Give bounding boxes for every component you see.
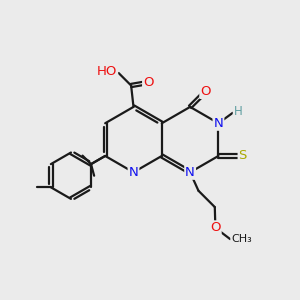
Text: H: H: [234, 105, 242, 118]
Text: N: N: [185, 166, 195, 179]
Text: O: O: [210, 221, 220, 234]
Text: N: N: [129, 166, 138, 179]
Text: HO: HO: [97, 65, 117, 78]
Text: O: O: [200, 85, 211, 98]
Text: O: O: [143, 76, 154, 89]
Text: S: S: [238, 149, 247, 162]
Text: N: N: [214, 117, 223, 130]
Text: CH₃: CH₃: [231, 234, 252, 244]
